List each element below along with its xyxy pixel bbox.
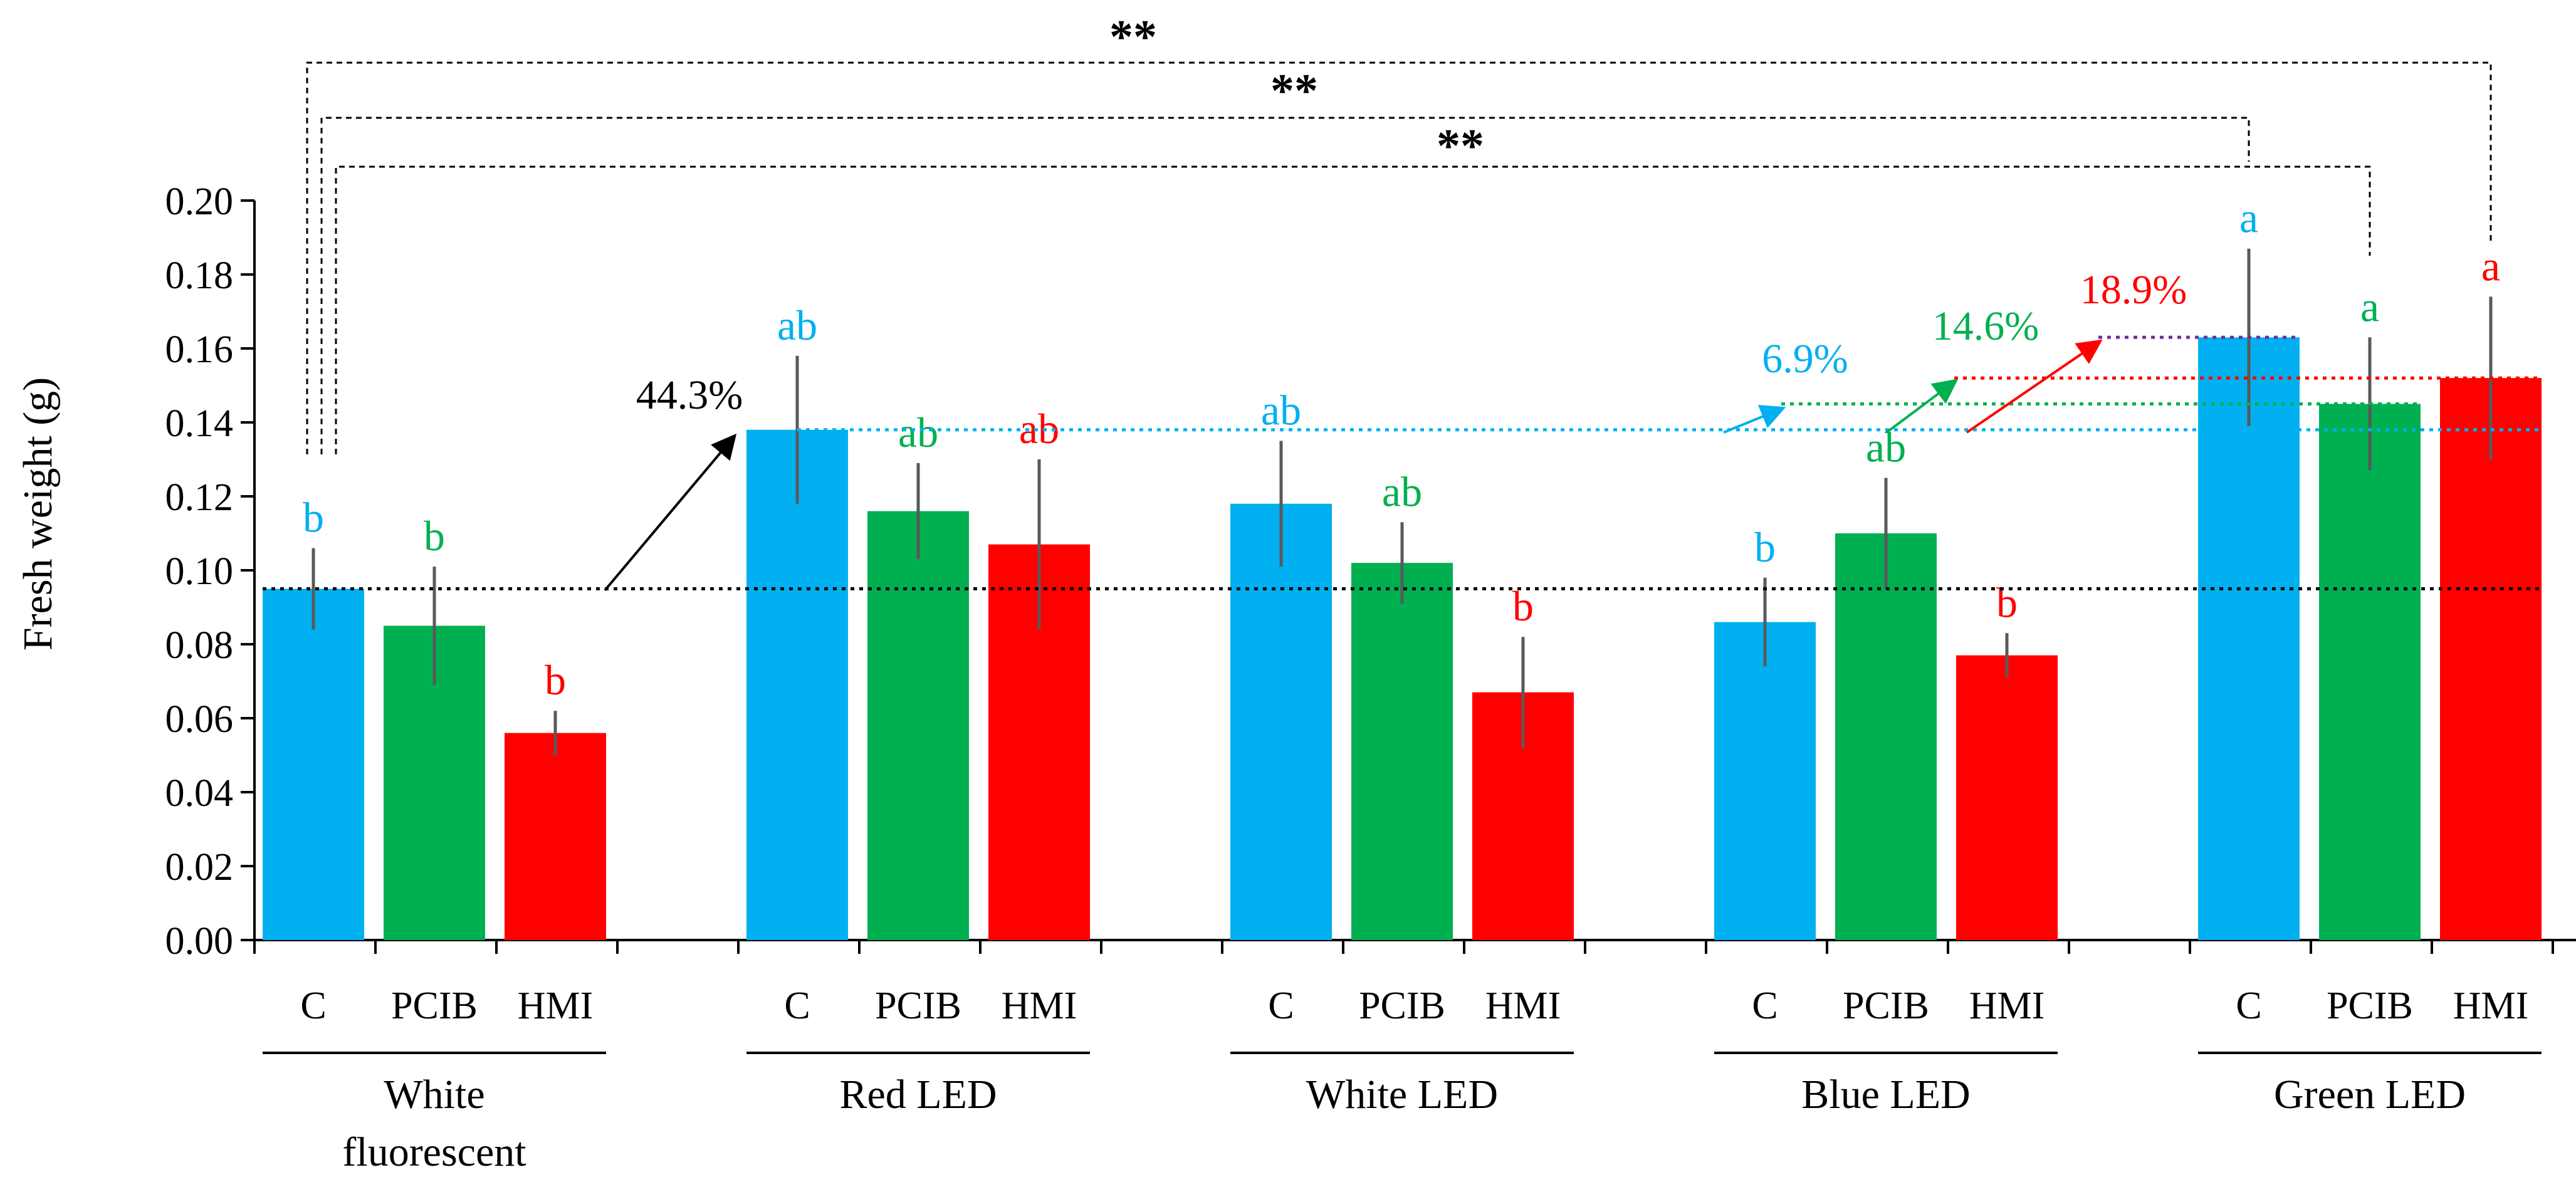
category-tick-label: C	[1268, 985, 1294, 1027]
category-tick-label: PCIB	[875, 985, 961, 1027]
y-tick-label: 0.20	[165, 180, 234, 223]
significance-marker: **	[1437, 120, 1484, 172]
group-label: White LED	[1306, 1072, 1498, 1117]
y-tick-label: 0.14	[165, 402, 234, 445]
category-tick-label: PCIB	[1843, 985, 1929, 1027]
increase-arrow	[1723, 405, 1786, 434]
y-tick-label: 0.02	[165, 846, 234, 889]
significance-letter: b	[545, 656, 566, 704]
y-tick-label: 0.06	[165, 698, 234, 741]
y-axis-label: Fresh weight (g)	[15, 377, 61, 651]
bar-c	[2198, 337, 2300, 940]
category-tick-label: HMI	[1969, 985, 2045, 1027]
significance-letter: b	[424, 512, 445, 560]
percent-label-white-to-red: 44.3%	[636, 372, 743, 418]
significance-letter: ab	[777, 301, 817, 349]
bar-hmi	[2440, 378, 2542, 940]
increase-arrow	[1966, 339, 2103, 434]
y-tick-label: 0.12	[165, 476, 234, 519]
category-tick-label: HMI	[1002, 985, 1077, 1027]
category-tick-label: C	[2236, 985, 2261, 1027]
bar-c	[746, 429, 848, 940]
significance-bracket	[306, 61, 2492, 454]
group-label: Green LED	[2274, 1072, 2466, 1117]
significance-marker: **	[1270, 65, 1318, 117]
bar-hmi	[1956, 655, 2058, 940]
y-tick-label: 0.08	[165, 624, 234, 667]
y-tick-label: 0.18	[165, 254, 234, 297]
category-tick-label: HMI	[1485, 985, 1561, 1027]
significance-bracket	[335, 165, 2371, 454]
category-tick-label: C	[784, 985, 810, 1027]
increase-arrow	[604, 433, 737, 592]
category-tick-label: PCIB	[2327, 985, 2413, 1027]
group-label: fluorescent	[342, 1129, 526, 1175]
significance-letter: a	[2481, 242, 2500, 290]
category-tick-label: PCIB	[391, 985, 478, 1027]
category-tick-label: HMI	[2453, 985, 2529, 1027]
bar-hmi	[505, 733, 606, 940]
bar-pcib	[1835, 533, 1937, 940]
y-tick-label: 0.04	[165, 772, 234, 815]
significance-letter: b	[1512, 582, 1534, 630]
percent-label-blue: 6.9%	[1762, 336, 1848, 382]
percent-label-green: 14.6%	[1932, 303, 2039, 349]
annotation-layer	[263, 61, 2542, 592]
y-tick-label: 0.10	[165, 550, 234, 593]
group-label: White	[384, 1072, 484, 1117]
significance-letter: b	[1996, 578, 2018, 626]
category-tick-label: C	[1752, 985, 1778, 1027]
plot-area: 0.00 0.02 0.04 0.06 0.08 0.10 0.12 0.14 0.16 0.18…	[165, 180, 2576, 1175]
percent-label-red: 18.9%	[2080, 267, 2187, 313]
group-label: Red LED	[839, 1072, 997, 1117]
significance-letter: a	[2360, 283, 2379, 330]
significance-marker: **	[1109, 11, 1157, 63]
y-tick-label: 0.16	[165, 328, 234, 371]
bar-pcib	[2319, 404, 2421, 940]
significance-letter: ab	[898, 409, 938, 456]
bar-pcib	[1351, 563, 1453, 940]
bar-pcib	[867, 511, 969, 940]
category-tick-label: C	[300, 985, 326, 1027]
significance-letter: ab	[1261, 387, 1301, 434]
category-tick-label: HMI	[518, 985, 594, 1027]
y-tick-label: 0.00	[165, 920, 234, 963]
category-tick-label: PCIB	[1359, 985, 1445, 1027]
significance-letter: a	[2239, 194, 2258, 242]
bar-c	[1714, 622, 1816, 940]
bar-c	[263, 588, 364, 940]
group-label: Blue LED	[1801, 1072, 1970, 1117]
significance-letter: b	[1754, 523, 1776, 571]
significance-letter: ab	[1382, 468, 1422, 515]
significance-letter: b	[303, 494, 324, 541]
bar-c	[1230, 503, 1332, 940]
increase-arrow	[1885, 379, 1959, 434]
